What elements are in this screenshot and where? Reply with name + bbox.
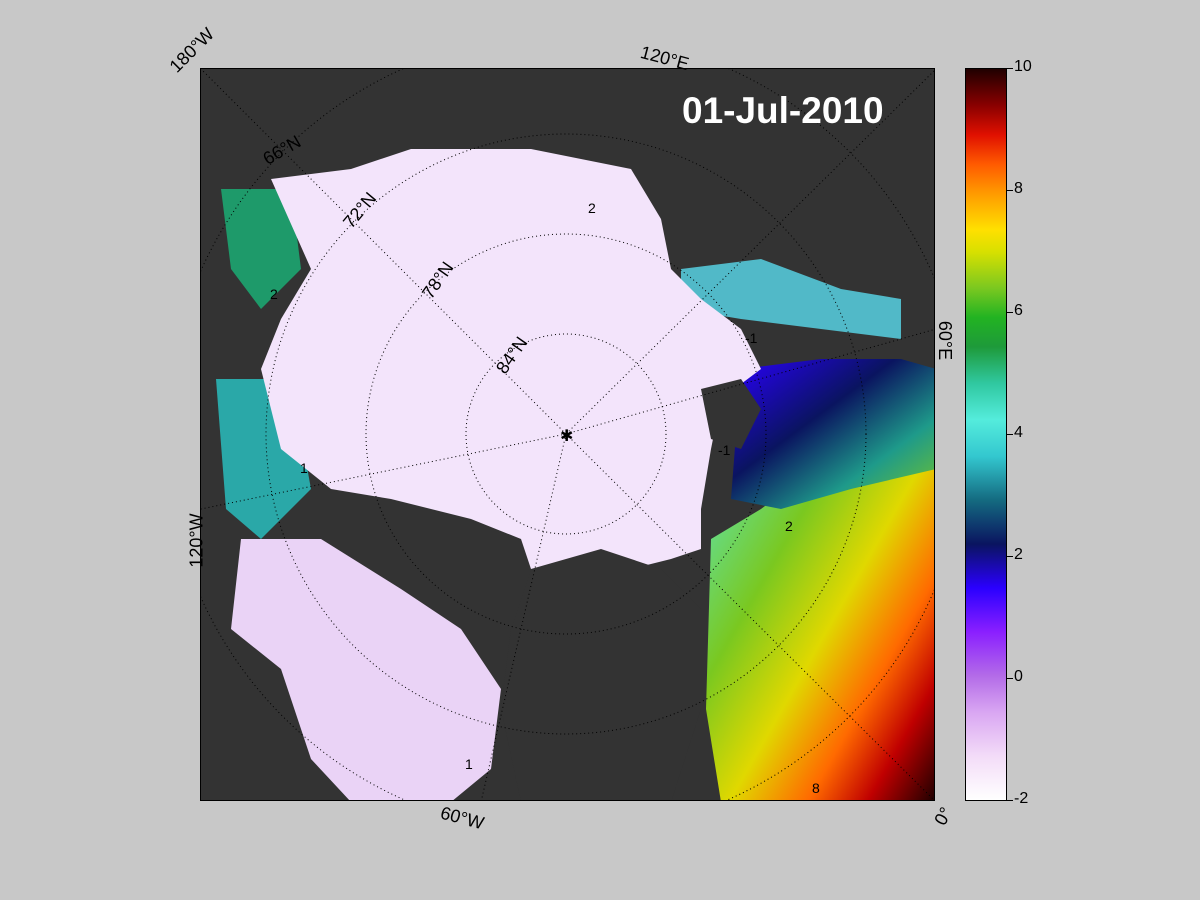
- colorbar-tick: [1007, 190, 1013, 191]
- map-panel: ✱: [200, 68, 935, 801]
- colorbar-label: 8: [1014, 180, 1023, 197]
- lon-label-0: 0°: [930, 803, 957, 829]
- chukchi-sea-water: [221, 189, 301, 309]
- contour-label: 2: [785, 518, 793, 534]
- colorbar-label: 2: [1014, 546, 1023, 563]
- barents-sea-water: [731, 359, 934, 509]
- colorbar-label: -2: [1014, 790, 1029, 807]
- lon-label-60w: 60°W: [438, 802, 487, 834]
- colorbar-label: 10: [1014, 58, 1032, 75]
- kara-sea-water: [681, 259, 901, 339]
- greenland-land: [501, 549, 701, 800]
- map-canvas: ✱: [201, 69, 934, 800]
- contour-label: 2: [588, 200, 596, 216]
- north-pole-marker: ✱: [560, 428, 573, 445]
- map-date-title: 01-Jul-2010: [682, 90, 884, 131]
- colorbar-tick: [1007, 312, 1013, 313]
- contour-label: -1: [718, 442, 731, 458]
- svalbard-land: [701, 379, 761, 449]
- atlantic-warm-water: [706, 400, 934, 800]
- lon-label-60e: 60°E: [935, 320, 956, 361]
- contour-label: 1: [465, 756, 473, 772]
- colorbar-label: 6: [1014, 302, 1023, 319]
- contour-label: -1: [745, 330, 758, 346]
- contour-label: 8: [812, 780, 820, 796]
- colorbar-tick: [1007, 68, 1013, 69]
- lon-label-120w: 120°W: [186, 513, 207, 568]
- colorbar-tick: [1007, 556, 1013, 557]
- colorbar-tick: [1007, 434, 1013, 435]
- colorbar-label: 4: [1014, 424, 1023, 441]
- canadian-archipelago-channels: [231, 539, 501, 800]
- colorbar-tick: [1007, 678, 1013, 679]
- colorbar-tick: [1007, 800, 1013, 801]
- contour-label: 1: [300, 460, 308, 476]
- contour-label: 2: [270, 286, 278, 302]
- graticule: [201, 69, 934, 800]
- colorbar-label: 0: [1014, 668, 1023, 685]
- colorbar: [965, 68, 1007, 801]
- sea-ice-region: [261, 149, 761, 609]
